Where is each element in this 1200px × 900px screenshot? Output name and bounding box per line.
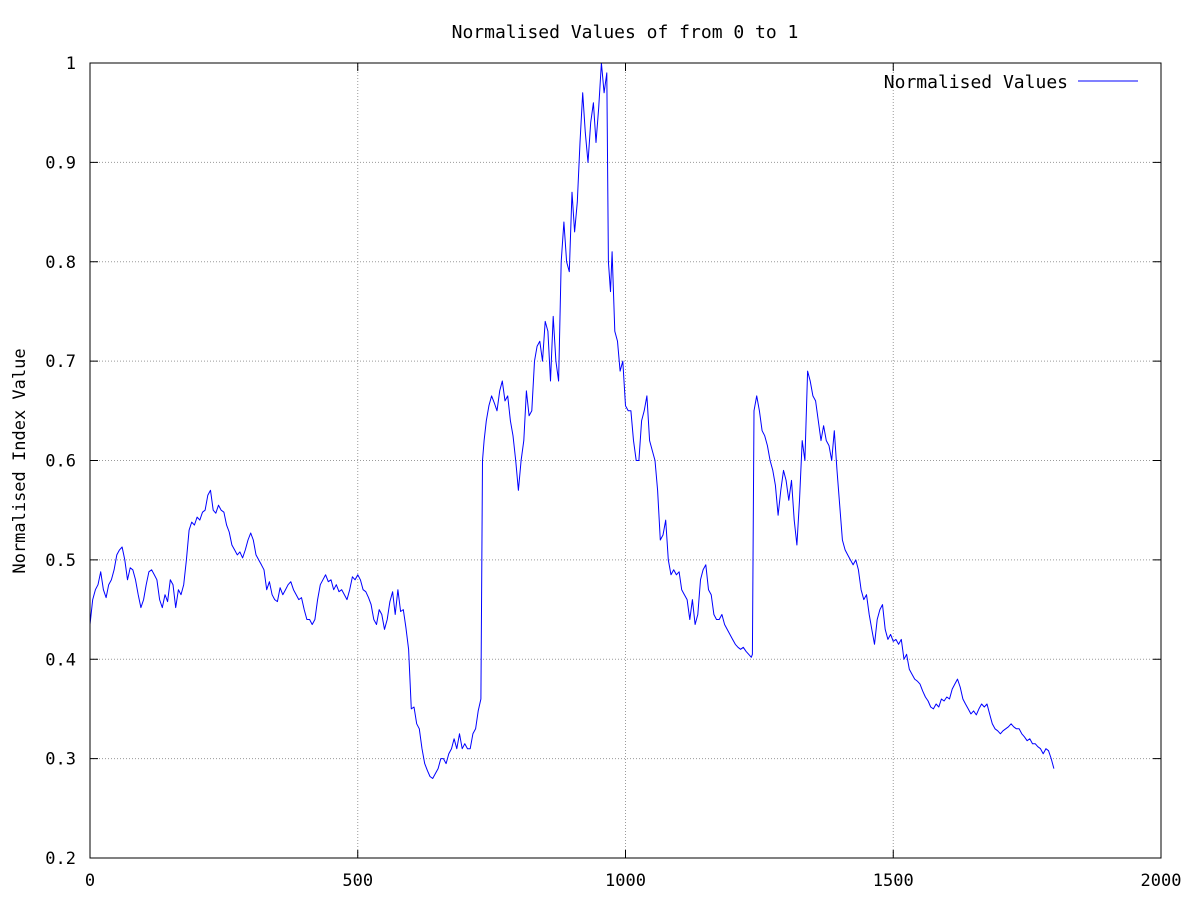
y-tick-label: 0.7 xyxy=(45,352,76,372)
x-tick-label: 0 xyxy=(85,871,95,891)
legend-label: Normalised Values xyxy=(884,72,1068,93)
x-tick-label: 2000 xyxy=(1141,871,1182,891)
series-line xyxy=(89,62,1055,779)
plot-frame xyxy=(89,62,1162,859)
axis-ticks: 0.2 0.3 0.4 0.5 0.6 0.7 0.8 0.9 1 0 500 1000 1500 200… xyxy=(45,54,1181,891)
x-tick-label: 1500 xyxy=(873,871,914,891)
y-tick-label: 0.4 xyxy=(45,650,76,670)
x-tick-label: 1000 xyxy=(605,871,646,891)
y-tick-label: 0.2 xyxy=(45,849,76,869)
y-tick-label: 0.8 xyxy=(45,253,76,273)
chart-title: Normalised Values of from 0 to 1 xyxy=(452,22,799,43)
legend: Normalised Values xyxy=(884,72,1138,93)
y-tick-label: 0.6 xyxy=(45,452,76,472)
y-tick-label: 1 xyxy=(66,54,76,74)
series-group xyxy=(89,62,1055,779)
x-tick-label: 500 xyxy=(342,871,373,891)
y-tick-label: 0.3 xyxy=(45,750,76,770)
y-axis-label: Normalised Index Value xyxy=(10,348,30,573)
y-tick-label: 0.9 xyxy=(45,153,76,173)
grid-lines xyxy=(90,63,1161,858)
y-tick-label: 0.5 xyxy=(45,551,76,571)
